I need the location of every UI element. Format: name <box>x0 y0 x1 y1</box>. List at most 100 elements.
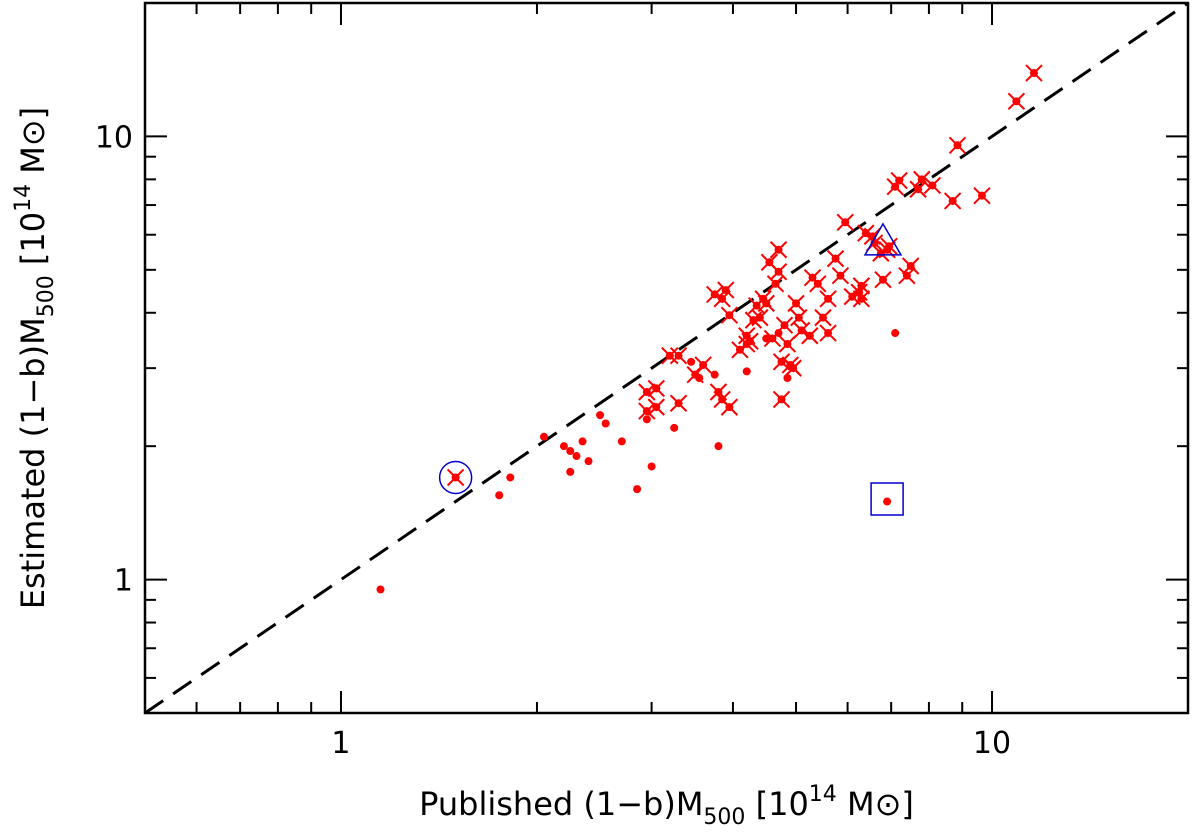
data-point-crossed <box>923 176 942 195</box>
data-point-crossed <box>661 347 679 365</box>
data-point-crossed <box>819 324 837 342</box>
data-point-dot <box>539 432 548 441</box>
point-dot <box>642 407 651 416</box>
point-dot <box>813 279 822 288</box>
data-point-crossed <box>836 213 854 232</box>
data-point-crossed <box>852 290 871 308</box>
point-dot <box>794 313 803 322</box>
point-dot <box>824 294 833 303</box>
data-point-dot <box>566 447 575 456</box>
point-dot <box>774 267 783 276</box>
y-axis-label: Estimated (1−b)M500 [1014 M⊙] <box>11 107 59 609</box>
data-point-crossed <box>769 241 788 259</box>
x-tick-label: 10 <box>973 726 1011 761</box>
data-point-dot <box>652 384 661 393</box>
point-dot <box>771 279 780 288</box>
data-point-dot <box>883 497 892 506</box>
data-point-crossed <box>784 359 802 377</box>
point-dot <box>977 191 986 200</box>
data-point-crossed <box>831 266 850 285</box>
data-point-dot <box>783 374 792 383</box>
data-point-crossed <box>709 383 728 401</box>
point-dot <box>953 141 962 150</box>
point-dot <box>917 175 926 184</box>
data-point-crossed <box>913 170 931 189</box>
point-dot <box>783 340 792 349</box>
data-point-dot <box>647 462 656 471</box>
data-point-crossed <box>720 398 739 416</box>
data-point-crossed <box>751 308 769 327</box>
data-point-dot <box>596 411 605 420</box>
y-tick-label: 10 <box>95 120 133 155</box>
highlight-circle-marker <box>438 460 473 495</box>
data-point-dot <box>710 370 719 379</box>
data-point-dot <box>566 467 575 476</box>
data-point-crossed <box>1007 92 1026 111</box>
point-dot <box>755 313 764 322</box>
tick-labels: 1 10 1 10 <box>95 120 1011 761</box>
data-point-dot <box>376 585 385 594</box>
data-point-crossed <box>720 306 739 324</box>
data-point-crossed <box>943 192 962 210</box>
point-dot <box>857 294 866 303</box>
point-dot <box>642 388 651 397</box>
data-point-dot <box>670 423 679 432</box>
data-point-dot <box>695 374 704 383</box>
point-dot <box>714 388 723 397</box>
data-point-crossed <box>638 402 656 420</box>
point-dot <box>841 218 850 227</box>
data-point-crossed <box>772 390 791 409</box>
data-point-crossed <box>809 275 827 293</box>
data-point-crossed <box>694 356 712 374</box>
data-point-dot <box>506 473 515 482</box>
data-point-dot <box>559 442 568 451</box>
point-dot <box>836 271 845 280</box>
data-point-dot <box>578 437 587 446</box>
point-dot <box>831 254 840 263</box>
data-point-crossed <box>874 270 892 289</box>
data-point-dot <box>762 334 771 343</box>
data-point-crossed <box>819 290 837 308</box>
data-point-crossed <box>890 171 908 190</box>
data-point-dot <box>774 329 783 338</box>
point-dot <box>902 271 911 280</box>
point-dot <box>674 399 683 408</box>
point-dot <box>878 275 887 284</box>
data-point-crossed <box>1025 64 1043 82</box>
point-dot <box>914 185 923 194</box>
point-dot <box>805 331 814 340</box>
point-dot <box>824 329 833 338</box>
data-point-crossed <box>638 383 656 401</box>
axis-ticks <box>145 3 1188 713</box>
data-point-dot <box>714 442 723 451</box>
data-point-crossed <box>446 468 465 487</box>
point-dot <box>818 313 827 322</box>
point-dot <box>742 340 751 349</box>
data-point-crossed <box>880 237 898 256</box>
y-tick-label: 1 <box>114 564 133 599</box>
data-point-dot <box>633 485 642 494</box>
point-dot <box>762 299 771 308</box>
x-axis-label: Published (1−b)M500 [1014 M⊙] <box>419 782 914 830</box>
data-point-crossed <box>898 266 916 285</box>
data-point-crossed <box>669 347 688 365</box>
point-dot <box>895 176 904 185</box>
data-point-crossed <box>738 335 756 353</box>
data-point-crossed <box>669 394 688 412</box>
point-dot <box>777 357 786 366</box>
data-point-dot <box>601 419 610 428</box>
point-dot <box>792 299 801 308</box>
data-point-dot <box>617 437 626 446</box>
point-dot <box>777 395 786 404</box>
point-dot <box>891 182 900 191</box>
point-dot <box>652 403 661 412</box>
highlight-square-marker <box>870 482 904 516</box>
point-dot <box>928 181 937 190</box>
point-dot <box>1029 69 1038 78</box>
data-point-dot <box>642 415 651 424</box>
data-point-dot <box>891 329 900 338</box>
data-point-crossed <box>717 281 735 299</box>
x-tick-label: 1 <box>331 726 350 761</box>
point-dot <box>699 360 708 369</box>
